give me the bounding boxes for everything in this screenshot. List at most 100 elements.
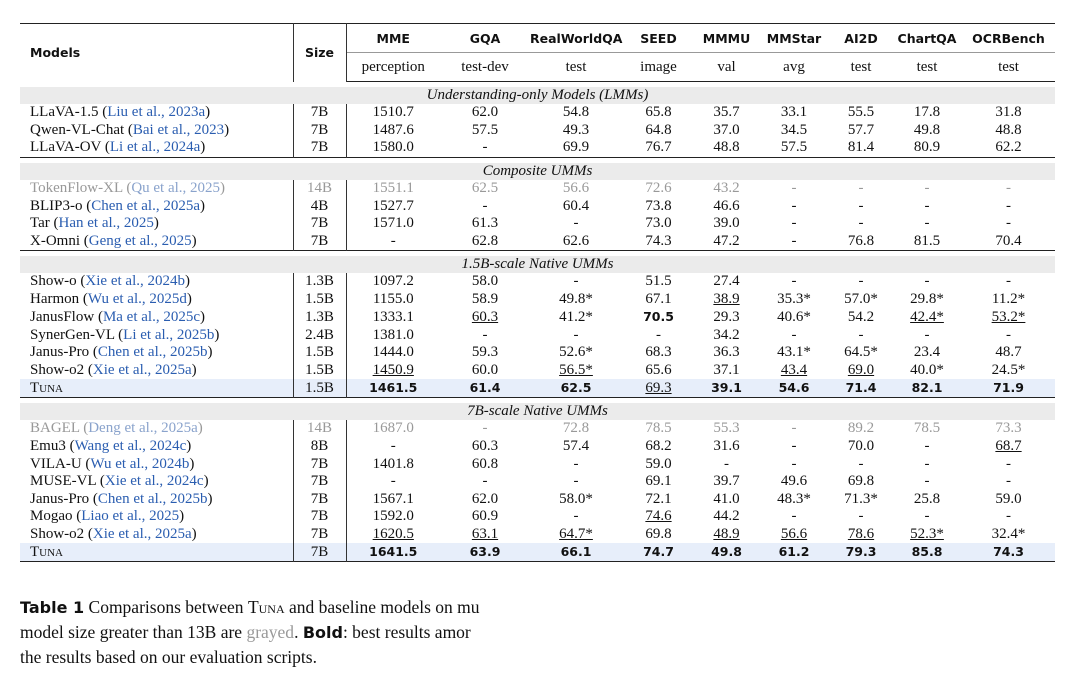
model-row: Mogao Liao et al., 20257B1592.060.9-74.6… [20, 508, 1055, 526]
score: 69.0 [847, 361, 875, 378]
score-cell: 36.3 [695, 344, 758, 362]
model-name: Tuna [30, 543, 63, 560]
score-cell: 23.4 [892, 344, 962, 362]
size-cell: 7B [293, 104, 347, 122]
score: 60.3 [471, 308, 499, 325]
fade-overlay [540, 595, 700, 647]
score-cell: - [962, 326, 1055, 344]
size-cell: 14B [293, 179, 347, 198]
citation: Xie et al., 2024b [85, 273, 185, 290]
score: - [924, 215, 930, 232]
score: - [482, 197, 488, 214]
section-band: 7B-scale Native UMMs [20, 403, 1055, 421]
score: 73.3 [995, 420, 1022, 437]
score: 60.0 [471, 361, 499, 378]
score-cell: - [892, 326, 962, 344]
citation-wrap: Wu et al., 2024b [85, 456, 194, 472]
citation: Chen et al., 2025b [97, 344, 208, 361]
score-cell: 73.0 [622, 215, 695, 233]
score-cell: 42.4* [892, 308, 962, 326]
score-cell: - [346, 473, 440, 491]
model-row: JanusFlow Ma et al., 2025c1.3B1333.160.3… [20, 308, 1055, 327]
score-cell: 58.0 [440, 273, 530, 291]
header-row: perception test-dev test image val avg test tes… [20, 52, 1055, 82]
score-cell: 35.7 [695, 104, 758, 122]
score: 52.3* [910, 525, 944, 542]
score: 74.3 [993, 544, 1024, 560]
score: 59.0 [995, 490, 1022, 507]
benchmark-split: perception [346, 52, 440, 82]
score: 49.8 [913, 121, 941, 138]
score: - [482, 420, 488, 437]
score: - [390, 438, 396, 455]
score: 63.9 [469, 544, 501, 560]
score: - [924, 273, 930, 290]
score: 67.1 [645, 291, 672, 308]
score-cell: 1450.9 [346, 362, 440, 380]
model-cell: Mogao Liao et al., 2025 [20, 508, 294, 526]
score-cell: 89.2 [830, 420, 892, 438]
score-cell: 54.2 [830, 308, 892, 326]
score-cell: 38.9 [695, 291, 758, 309]
score: 62.0 [471, 104, 499, 121]
model-row: Tar Han et al., 20257B1571.061.3-73.039.… [20, 214, 1055, 233]
score-cell: 48.3* [758, 491, 830, 509]
score: 46.6 [713, 197, 740, 214]
citation: Chen et al., 2025a [91, 197, 200, 214]
score-cell: 24.5* [962, 362, 1055, 380]
model-cell: Emu3 Wang et al., 2024c [20, 437, 294, 456]
header-models: Models [20, 23, 294, 82]
score-cell: - [440, 197, 530, 215]
score: - [791, 438, 797, 455]
section-title: 1.5B-scale Native UMMs [20, 256, 1055, 274]
score: 74.3 [645, 232, 672, 249]
citation-wrap: Xie et al., 2024c [100, 473, 209, 489]
score-cell: 1687.0 [346, 420, 440, 438]
score-cell: 81.4 [830, 139, 892, 157]
size-cell: 7B [293, 455, 347, 473]
citation-wrap: Wu et al., 2025d [83, 291, 192, 307]
size-cell: 1.5B [293, 290, 347, 309]
score-cell: - [440, 420, 530, 438]
score-cell: 1620.5 [346, 526, 440, 544]
spacer [20, 156, 1055, 163]
benchmark-split: test [530, 52, 622, 82]
citation: Deng et al., 2025a [88, 420, 198, 437]
score-cell: - [346, 438, 440, 456]
score-cell: 49.8 [695, 543, 758, 562]
score: 1097.2 [372, 273, 414, 290]
score: 37.1 [713, 361, 740, 378]
size-cell: 1.5B [293, 343, 347, 362]
score: 1333.1 [372, 308, 414, 325]
score-cell: 1381.0 [346, 326, 440, 344]
score: 69.3 [645, 379, 672, 396]
benchmark-split: test [892, 52, 962, 82]
score: 56.6 [562, 180, 590, 197]
score: - [858, 197, 864, 214]
score: 48.8 [713, 139, 740, 156]
score: - [924, 438, 930, 455]
score-cell: - [695, 455, 758, 473]
benchmark-split: image [622, 52, 695, 82]
score-cell: 11.2* [962, 291, 1055, 309]
score: 60.4 [562, 197, 590, 214]
score: 68.7 [995, 438, 1022, 455]
score: 76.7 [645, 139, 672, 156]
score: 33.1 [780, 104, 808, 121]
score: - [791, 180, 797, 197]
score-cell: 69.0 [830, 362, 892, 380]
score: 56.5* [559, 361, 593, 378]
score: 62.0 [471, 490, 499, 507]
score: 80.9 [913, 139, 941, 156]
score: 89.2 [847, 420, 875, 437]
score-cell: 49.8* [530, 291, 622, 309]
section-band: 1.5B-scale Native UMMs [20, 256, 1055, 274]
score: 1461.5 [369, 380, 418, 396]
model-row: Harmon Wu et al., 2025d1.5B1155.058.949.… [20, 290, 1055, 309]
score-cell: 34.5 [758, 122, 830, 140]
model-cell: JanusFlow Ma et al., 2025c [20, 308, 294, 327]
score: - [482, 326, 488, 343]
score-cell: - [962, 455, 1055, 473]
score-cell: - [892, 508, 962, 526]
model-cell: Janus-Pro Chen et al., 2025b [20, 490, 294, 509]
